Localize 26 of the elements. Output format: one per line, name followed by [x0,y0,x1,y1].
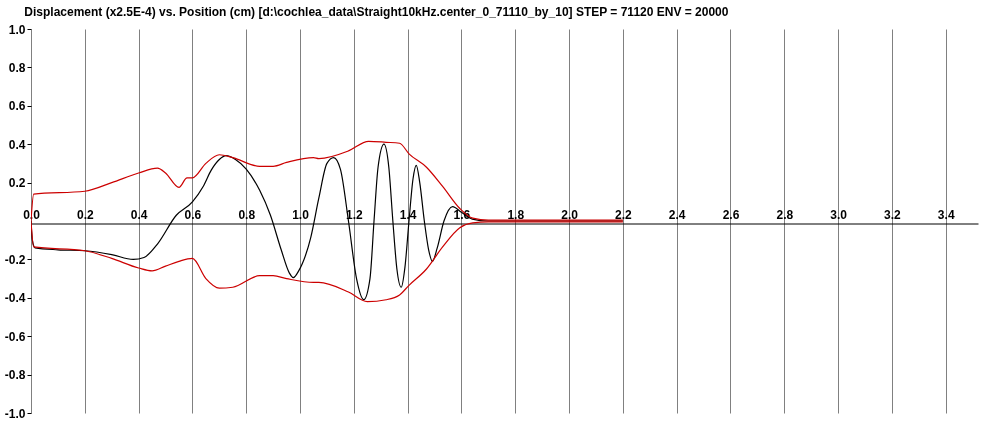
y-tick-label: -0.4 [4,291,26,306]
y-tick-label: 0.4 [8,137,26,152]
y-tick-label: 0.6 [8,99,26,114]
x-tick-label: 0.4 [130,208,148,222]
x-tick-label: 0.8 [238,208,256,222]
x-tick-label: 2.0 [561,208,579,222]
chart-title: Displacement (x2.5E-4) vs. Position (cm) [d:\cochlea_data\Straight10kHz.center_0_71110_by_10] STEP = 71120 ENV = 20000 [24,5,729,19]
x-tick-label: 2.6 [722,208,740,222]
y-tick-label: 1.0 [8,22,26,37]
x-tick-label: 0.6 [184,208,202,222]
x-tick-label: 3.4 [937,208,955,222]
y-tick-label: 0.2 [8,176,26,191]
y-tick-label: -1.0 [4,406,26,421]
x-tick-label: 1.8 [507,208,525,222]
x-tick-label: 2.8 [776,208,794,222]
x-tick-label: 1.0 [292,208,310,222]
x-tick-label: 2.4 [668,208,686,222]
x-tick-label: 2.2 [615,208,633,222]
x-tick-label: 1.6 [453,208,471,222]
x-tick-label: 3.0 [830,208,848,222]
y-tick-label: -0.8 [4,368,26,383]
x-tick-label: 0.2 [76,208,94,222]
y-tick-label: 0.8 [8,60,26,75]
y-tick-label: -0.2 [4,252,26,267]
x-tick-label: 3.2 [884,208,902,222]
y-tick-label: -0.6 [4,329,26,344]
